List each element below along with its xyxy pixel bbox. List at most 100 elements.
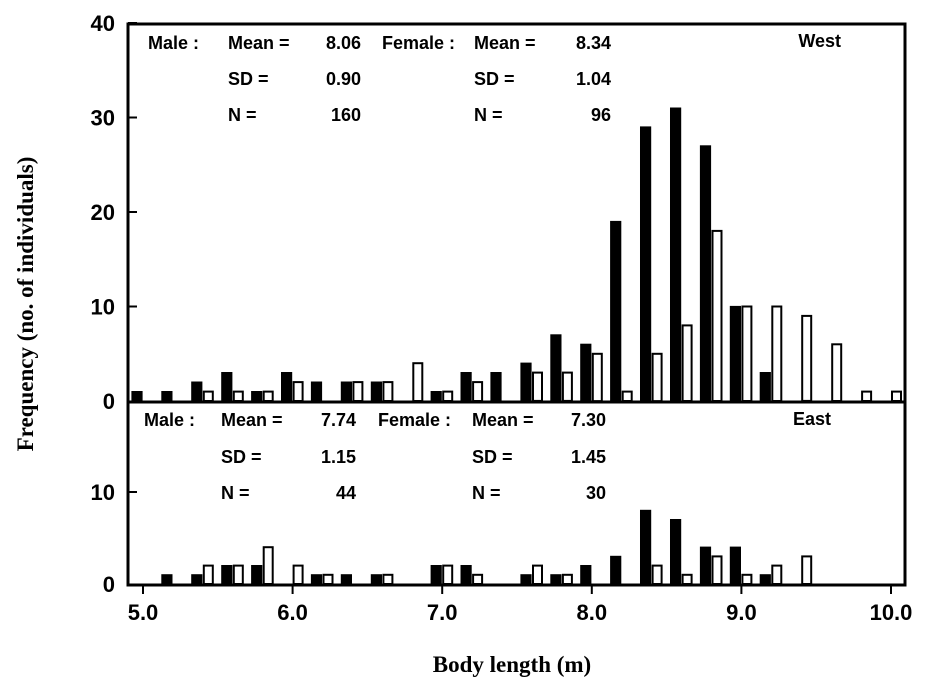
east-female-bar [771, 564, 783, 585]
ticks-layer: 0 10 20 30 40 0 10 5.0 6.0 7.0 8.0 9.0 10.0 [91, 11, 913, 625]
west-region-label: West [798, 31, 841, 51]
east-female-bar [442, 564, 454, 585]
west-female-bar [412, 362, 424, 403]
west-male-sd: 0.90 [326, 69, 361, 89]
west-male-bar [191, 381, 203, 402]
west-female-bar [741, 305, 753, 402]
west-female-bar [621, 390, 633, 403]
west-female-n: 96 [591, 105, 611, 125]
west-female-bar [232, 390, 244, 403]
plot-frame [126, 22, 907, 587]
west-female-bar [801, 314, 813, 402]
east-male-bar [610, 555, 622, 585]
west-male-bar [759, 372, 771, 402]
west-male-bar [131, 391, 143, 402]
west-stats: Male : Mean = 8.06 SD = 0.90 N = 160 Fem… [148, 31, 841, 125]
east-female-n: 30 [586, 483, 606, 503]
east-male-sd-label: SD = [221, 447, 262, 467]
west-y-tick-label: 20 [91, 200, 115, 225]
east-male-sd: 1.15 [321, 447, 356, 467]
west-female-n-label: N = [474, 105, 503, 125]
west-female-bar [651, 352, 663, 403]
west-male-bar [580, 343, 592, 402]
east-female-bar [472, 573, 484, 585]
west-female-bar [472, 381, 484, 403]
east-male-mean: 7.74 [321, 410, 356, 430]
east-region-label: East [793, 409, 831, 429]
west-female-sd: 1.04 [576, 69, 611, 89]
west-female-bar [532, 371, 543, 402]
east-stats: Male : Mean = 7.74 SD = 1.15 N = 44 Fema… [144, 409, 831, 503]
y-axis-title: Frequency (no. of individuals) [13, 157, 38, 452]
x-tick-label: 9.0 [726, 600, 757, 625]
east-male-bar [759, 574, 771, 585]
west-male-bar [340, 381, 352, 402]
east-female-sd-label: SD = [472, 447, 513, 467]
east-female-bar [382, 573, 394, 585]
east-female-bar [711, 555, 723, 586]
x-tick-label: 5.0 [128, 600, 159, 625]
west-male-bar [669, 107, 682, 402]
east-female-bar [741, 573, 753, 585]
west-male-bar [460, 372, 472, 402]
east-male-mean-label: Mean = [221, 410, 283, 430]
east-male-bar [699, 546, 712, 585]
west-female-sd-label: SD = [474, 69, 515, 89]
east-male-bar [310, 574, 323, 585]
west-y-tick-label: 0 [103, 389, 115, 414]
east-male-bar [340, 574, 352, 585]
east-male-bar [669, 518, 682, 585]
west-male-sd-label: SD = [228, 69, 269, 89]
west-male-label: Male : [148, 33, 199, 53]
west-male-bar [639, 126, 652, 402]
west-female-bar [861, 390, 873, 403]
west-female-bar [891, 390, 902, 403]
west-male-mean: 8.06 [326, 33, 361, 53]
west-male-bar [610, 220, 622, 402]
west-female-bar [292, 381, 304, 403]
east-male-bar [191, 574, 203, 585]
west-female-label: Female : [382, 33, 455, 53]
east-female-bar [292, 564, 304, 585]
east-male-bar [430, 564, 442, 585]
east-female-mean: 7.30 [571, 410, 606, 430]
west-female-mean: 8.34 [576, 33, 611, 53]
east-male-bar [251, 564, 263, 585]
east-male-label: Male : [144, 410, 195, 430]
west-male-n: 160 [331, 105, 361, 125]
west-male-bar [281, 372, 293, 402]
east-male-bar [520, 574, 532, 585]
west-female-bar [561, 371, 573, 402]
east-male-bar [550, 574, 562, 585]
east-female-bar [561, 573, 573, 585]
x-tick-label: 10.0 [870, 600, 913, 625]
west-male-bar [251, 391, 263, 402]
west-male-bar [520, 362, 532, 402]
east-female-bar [651, 564, 663, 585]
west-y-tick-label: 40 [91, 11, 115, 36]
west-female-bar [771, 305, 783, 402]
east-female-n-label: N = [472, 483, 501, 503]
west-male-bar [310, 381, 323, 402]
east-male-bar [370, 574, 382, 585]
east-male-bar [161, 574, 173, 585]
west-y-tick-label: 10 [91, 295, 115, 320]
west-male-bar [430, 391, 442, 402]
east-male-bar [460, 564, 472, 585]
x-tick-label: 8.0 [577, 600, 608, 625]
east-male-bar [729, 546, 742, 585]
west-male-bar [161, 391, 173, 402]
east-female-bar [232, 564, 244, 585]
west-male-mean-label: Mean = [228, 33, 290, 53]
east-female-bar [262, 546, 274, 586]
east-female-bar [202, 564, 214, 585]
west-male-bar [699, 145, 712, 402]
west-female-bar [442, 390, 454, 403]
west-female-bar [382, 381, 394, 403]
west-female-mean-label: Mean = [474, 33, 536, 53]
x-tick-label: 7.0 [427, 600, 458, 625]
bars-layer [131, 107, 902, 586]
east-female-bar [681, 573, 693, 585]
west-female-bar [591, 352, 603, 403]
